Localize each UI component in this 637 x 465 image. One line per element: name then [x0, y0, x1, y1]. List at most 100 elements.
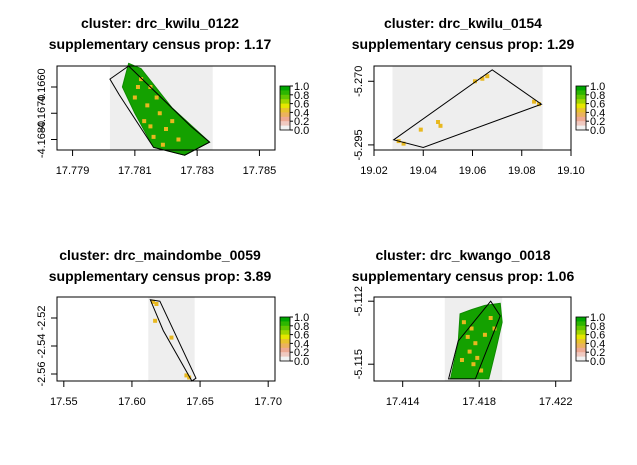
legend-tick-label: 0.2 [294, 116, 309, 128]
legend-tick-label: 0.8 [590, 90, 605, 102]
legend-swatch [280, 339, 290, 344]
legend-swatch [280, 94, 290, 100]
panel-title: cluster: drc_maindombe_0059 [59, 247, 261, 263]
legend-tick-label: 0.6 [294, 99, 309, 111]
panel-subtitle: supplementary census prop: 1.17 [49, 36, 272, 52]
legend-swatch [576, 334, 586, 340]
legend-swatch [576, 317, 586, 322]
legend-tick-label: 0.8 [294, 90, 309, 102]
legend-swatch [280, 103, 290, 109]
raster-point [436, 120, 441, 124]
legend-swatch [280, 99, 290, 105]
y-tick-label: -4.1660 [36, 68, 48, 105]
legend-swatch [280, 352, 290, 358]
legend-bar [575, 85, 587, 131]
panel-4: cluster: drc_kwango_0018 supplementary ce… [352, 247, 606, 408]
legend-tick-label: 1.0 [294, 81, 309, 93]
legend-tick-label: 0.0 [294, 356, 309, 368]
raster-point [471, 362, 476, 367]
x-tick-label: 19.02 [360, 165, 388, 177]
raster-point [536, 102, 541, 107]
x-tick-label: 17.418 [462, 396, 496, 408]
raster-point [469, 326, 474, 331]
raster-point [135, 85, 140, 89]
legend-swatch [576, 321, 586, 327]
x-tick-label: 19.08 [508, 165, 536, 177]
x-tick-label: 17.60 [118, 396, 146, 408]
raster-point [532, 99, 537, 104]
x-tick-label: 17.70 [254, 396, 282, 408]
panel-subtitle: supplementary census prop: 3.89 [49, 268, 272, 284]
panel-title: cluster: drc_kwango_0018 [375, 247, 550, 263]
panel-3: cluster: drc_maindombe_0059 supplementary… [36, 247, 309, 408]
legend-swatch [280, 108, 290, 113]
legend-tick-label: 0.2 [590, 347, 605, 359]
legend-tick-label: 0.6 [590, 99, 605, 111]
raster-point [176, 137, 181, 142]
x-tick-label: 17.779 [56, 165, 90, 177]
x-tick-label: 17.55 [50, 396, 78, 408]
raster-point [184, 373, 189, 378]
legend-swatch [280, 121, 290, 127]
panel-subtitle: supplementary census prop: 1.06 [352, 268, 575, 284]
legend-tick-label: 0.6 [294, 330, 309, 342]
legend-swatch [280, 86, 290, 91]
legend-tick-label: 0.0 [590, 125, 605, 137]
legend-swatch [280, 321, 290, 327]
panel-subtitle: supplementary census prop: 1.29 [352, 36, 575, 52]
legend-swatch [280, 343, 290, 349]
raster-point [145, 103, 150, 108]
raster-point [488, 316, 493, 320]
raster-point [160, 142, 165, 147]
x-tick-label: 17.414 [386, 396, 420, 408]
raster-point [142, 119, 147, 124]
legend-swatch [576, 347, 586, 353]
shaded-extent [392, 66, 543, 150]
legend-swatch [576, 325, 586, 331]
x-tick-label: 19.06 [459, 165, 487, 177]
legend-swatch [280, 325, 290, 331]
y-tick-label: -4.1670 [36, 95, 48, 132]
raster-point [164, 127, 168, 131]
raster-point [418, 127, 423, 132]
raster-point [132, 95, 137, 100]
panel-title: cluster: drc_kwilu_0122 [81, 15, 239, 31]
x-tick-label: 17.422 [539, 396, 573, 408]
raster-point [475, 355, 480, 360]
raster-point [401, 141, 406, 146]
legend-tick-label: 0.4 [590, 107, 605, 119]
legend-tick-label: 0.4 [294, 107, 309, 119]
raster-point [472, 79, 477, 84]
raster-point [461, 320, 466, 325]
raster-point [153, 318, 158, 323]
x-tick-label: 19.10 [557, 165, 585, 177]
legend-tick-label: 0.2 [294, 347, 309, 359]
legend-swatch [576, 125, 586, 131]
cluster-boundary [447, 300, 501, 380]
raster-point [485, 74, 490, 79]
legend-swatch [576, 99, 586, 105]
y-tick-label: -2.56 [36, 361, 48, 386]
legend-swatch [280, 347, 290, 353]
cluster-boundary [149, 299, 197, 382]
legend-bar [575, 316, 587, 362]
raster-point [157, 111, 162, 116]
legend-swatch [576, 90, 586, 96]
raster-point [148, 124, 153, 129]
legend-tick-label: 0.8 [294, 321, 309, 333]
raster-point [170, 119, 175, 124]
legend-tick-label: 0.4 [590, 338, 605, 350]
legend-swatch [576, 116, 586, 122]
raster-point [154, 95, 159, 100]
legend-swatch [576, 343, 586, 349]
raster-point [151, 134, 156, 139]
y-tick-label: -2.52 [36, 305, 48, 330]
raster-point [467, 349, 472, 354]
legend-tick-label: 1.0 [590, 81, 605, 93]
legend-tick-label: 1.0 [590, 312, 605, 324]
legend-tick-label: 1.0 [294, 312, 309, 324]
legend-swatch [576, 330, 586, 336]
legend-swatch [576, 94, 586, 100]
legend-swatch [576, 352, 586, 358]
